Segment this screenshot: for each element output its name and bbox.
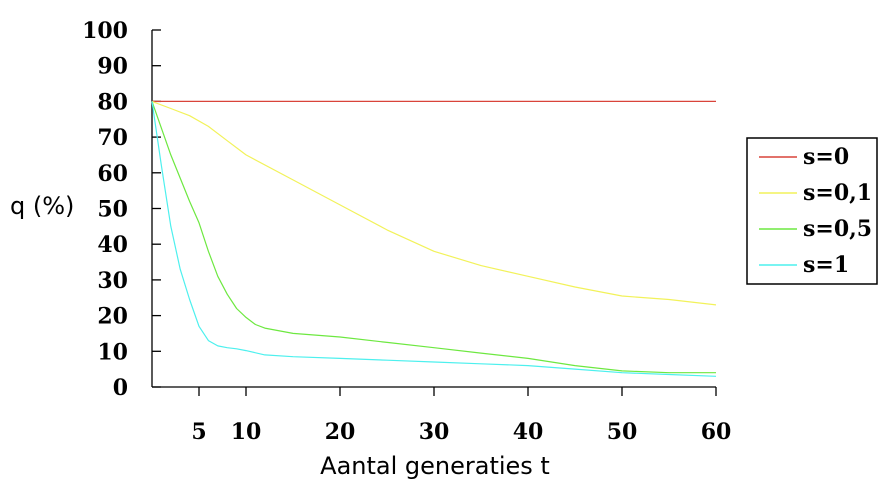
y-tick-label: 100 bbox=[82, 18, 128, 44]
y-tick-label: 90 bbox=[97, 54, 128, 80]
axes: 0 10 20 30 40 50 60 70 80 90 100 5 10 20 30 40 50 60 q (%)… bbox=[10, 18, 731, 480]
y-tick-label: 0 bbox=[113, 375, 128, 401]
y-tick-label: 30 bbox=[97, 268, 128, 294]
legend: s=0 s=0,1 s=0,5 s=1 bbox=[746, 137, 878, 285]
y-tick-label: 70 bbox=[97, 125, 128, 151]
legend-label: s=1 bbox=[803, 252, 849, 278]
y-tick-label: 10 bbox=[97, 339, 128, 365]
y-tick-label: 50 bbox=[97, 197, 128, 223]
x-axis-title: Aantal generaties t bbox=[320, 452, 550, 480]
legend-box bbox=[746, 137, 878, 285]
series-line bbox=[151, 101, 717, 377]
y-tick-label: 60 bbox=[97, 161, 128, 187]
x-tick-label: 20 bbox=[325, 419, 356, 445]
legend-label: s=0 bbox=[803, 144, 849, 170]
x-tick-label: 30 bbox=[419, 419, 450, 445]
y-tick-label: 80 bbox=[97, 89, 128, 115]
x-tick-label: 10 bbox=[231, 419, 262, 445]
legend-label: s=0,5 bbox=[803, 216, 872, 242]
legend-label: s=0,1 bbox=[803, 180, 872, 206]
y-tick-label: 20 bbox=[97, 304, 128, 330]
series-line bbox=[151, 100, 717, 306]
x-tick-label: 40 bbox=[513, 419, 544, 445]
x-tick-label: 5 bbox=[191, 419, 206, 445]
x-tick-label: 60 bbox=[701, 419, 732, 445]
x-tick-label: 50 bbox=[607, 419, 638, 445]
y-tick-label: 40 bbox=[97, 232, 128, 258]
y-axis-title: q (%) bbox=[10, 192, 74, 220]
series-lines bbox=[151, 100, 717, 377]
series-line bbox=[151, 101, 716, 374]
